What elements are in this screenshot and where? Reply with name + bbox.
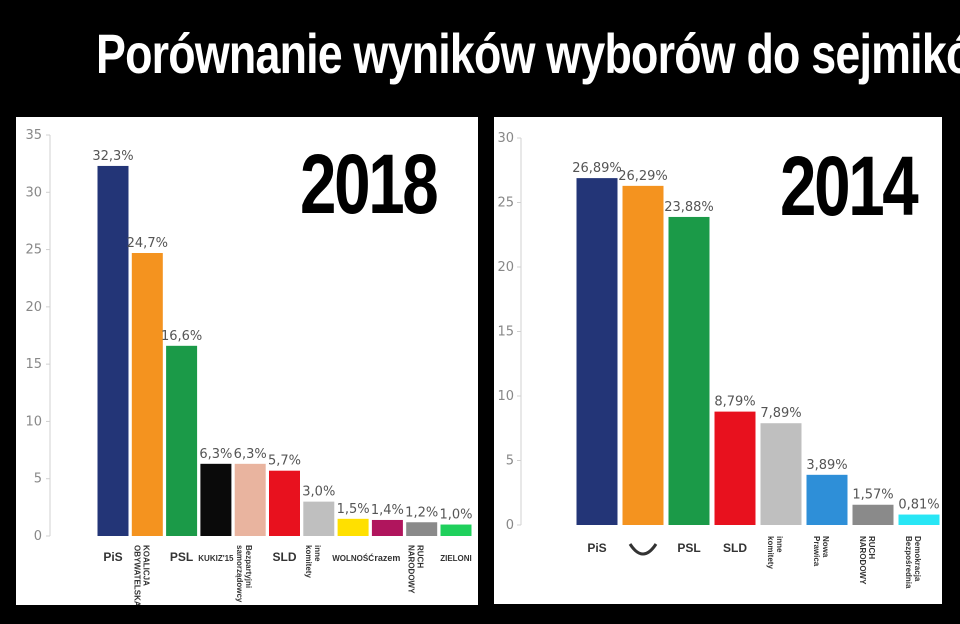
bar-sld [269,470,300,536]
y-tick-label: 30 [497,131,514,146]
axis-label-psl: PSL [677,541,700,555]
value-label-ruch-narodowy: 1,2% [405,505,438,520]
y-tick-label: 10 [25,414,42,429]
axis-label-pis: PiS [587,541,606,555]
value-label-bezpartyjni-samorzadowcy: 6,3% [234,447,267,462]
axis-label-inne-komitety: innekomitety [766,536,784,569]
y-tick-label: 20 [25,300,42,315]
y-tick-label: 35 [25,128,42,143]
value-label-ruch-narodowy: 1,57% [852,488,893,503]
bar-chart-2014: 0 5 10 15 20 25 30 26,89% PiS 26,29% 23,88% PSL 8,79… [497,131,940,589]
axis-label-ruch-narodowy: RUCHNARODOWY [407,545,425,594]
axis-label-sld: SLD [723,541,747,555]
axis-label-inne-komitety: innekomitety [304,545,322,578]
value-label-demokracja-bezposrednia: 0,81% [898,498,939,513]
axis-label-bezpartyjni-samorzadowcy: Bezpartyjnisamorządowcy [235,545,253,603]
y-tick-label: 10 [497,389,514,404]
bar-razem [371,519,403,536]
value-label-psl: 16,6% [161,329,202,344]
svg-text:innekomitety: innekomitety [304,545,322,578]
chart-title-2018: 2018 [300,137,439,231]
axis-label-pis: PiS [103,550,122,564]
bar-demokracja-bezposrednia [898,514,940,525]
y-tick-label: 25 [497,196,514,211]
y-tick-label: 30 [25,185,42,200]
value-label-wolnosc: 1,5% [337,502,370,517]
axis-label-ruch-narodowy: RUCHNARODOWY [858,536,876,585]
y-tick-label: 25 [25,243,42,258]
y-tick-label: 0 [506,518,514,533]
bar-inne-komitety [303,501,335,536]
y-tick-label: 0 [34,529,42,544]
axis-label-kukiz-15: KUKIZ'15 [198,554,234,563]
bar-wolnosc [337,518,369,536]
value-label-inne-komitety: 3,0% [302,485,335,500]
logo-swoosh [628,543,658,556]
page-title: Porównanie wyników wyborów do sejmików [96,22,960,85]
svg-text:Bezpartyjnisamorządowcy: Bezpartyjnisamorządowcy [235,545,253,603]
chart-title-2014: 2014 [780,139,919,233]
svg-text:innekomitety: innekomitety [766,536,784,569]
y-tick-label: 15 [497,325,514,340]
y-tick-label: 15 [25,357,42,372]
bar-psl [166,345,198,536]
axis-label-koalicja-obywatelska: KOALICJAOBYWATELSKA [132,545,150,605]
value-label-zieloni: 1,0% [439,508,472,523]
svg-text:NowaPrawica: NowaPrawica [812,536,830,567]
value-label-pis: 26,89% [572,161,622,176]
bar-bezpartyjni-samorzadowcy [234,463,266,536]
bar-nowa-prawica [806,474,848,525]
axis-label-nowa-prawica: NowaPrawica [812,536,830,567]
bar-platforma-obywatelska [622,185,664,525]
svg-text:RUCHNARODOWY: RUCHNARODOWY [858,536,876,585]
bar-ruch-narodowy [406,522,438,536]
axis-label-demokracja-bezposrednia: DemokracjaBezpośrednia [904,536,922,589]
value-label-sld: 5,7% [268,454,301,469]
value-label-koalicja-obywatelska: 24,7% [127,236,168,251]
chart-panel-2018: 0 5 10 15 20 25 30 35 32,3% PiS 24,7% KOALICJAOBYWA… [16,117,478,605]
bar-kukiz-15 [200,463,232,536]
value-label-nowa-prawica: 3,89% [806,458,847,473]
value-label-inne-komitety: 7,89% [760,406,801,421]
bar-ruch-narodowy [852,504,894,525]
axis-label-psl: PSL [170,550,193,564]
y-tick-label: 5 [506,454,514,469]
bar-koalicja-obywatelska [131,253,163,536]
bar-psl [668,216,710,525]
value-label-platforma-obywatelska: 26,29% [618,169,668,184]
value-label-sld: 8,79% [714,395,755,410]
svg-text:DemokracjaBezpośrednia: DemokracjaBezpośrednia [904,536,922,589]
axis-label-wolnosc: WOLNOŚĆ [332,554,374,563]
svg-text:RUCHNARODOWY: RUCHNARODOWY [407,545,425,594]
party-logo-platforma-obywatelska [628,543,658,556]
value-label-kukiz-15: 6,3% [199,447,232,462]
bar-zieloni [440,524,472,536]
y-tick-label: 20 [497,260,514,275]
axis-label-zieloni: ZIELONI [440,554,472,563]
value-label-pis: 32,3% [92,149,133,164]
value-label-razem: 1,4% [371,503,404,518]
axis-label-razem: razem [374,553,400,563]
y-tick-label: 5 [34,472,42,487]
axis-label-sld: SLD [273,550,297,564]
chart-panel-2014: 0 5 10 15 20 25 30 26,89% PiS 26,29% 23,88% PSL 8,79… [494,117,942,604]
bar-chart-2018: 0 5 10 15 20 25 30 35 32,3% PiS 24,7% KOALICJAOBYWA… [25,128,472,605]
svg-text:KOALICJAOBYWATELSKA: KOALICJAOBYWATELSKA [132,545,150,605]
bar-pis [97,165,129,537]
bar-inne-komitety [760,423,802,525]
bar-sld [714,411,756,525]
value-label-psl: 23,88% [664,200,714,215]
bar-pis [576,178,618,525]
